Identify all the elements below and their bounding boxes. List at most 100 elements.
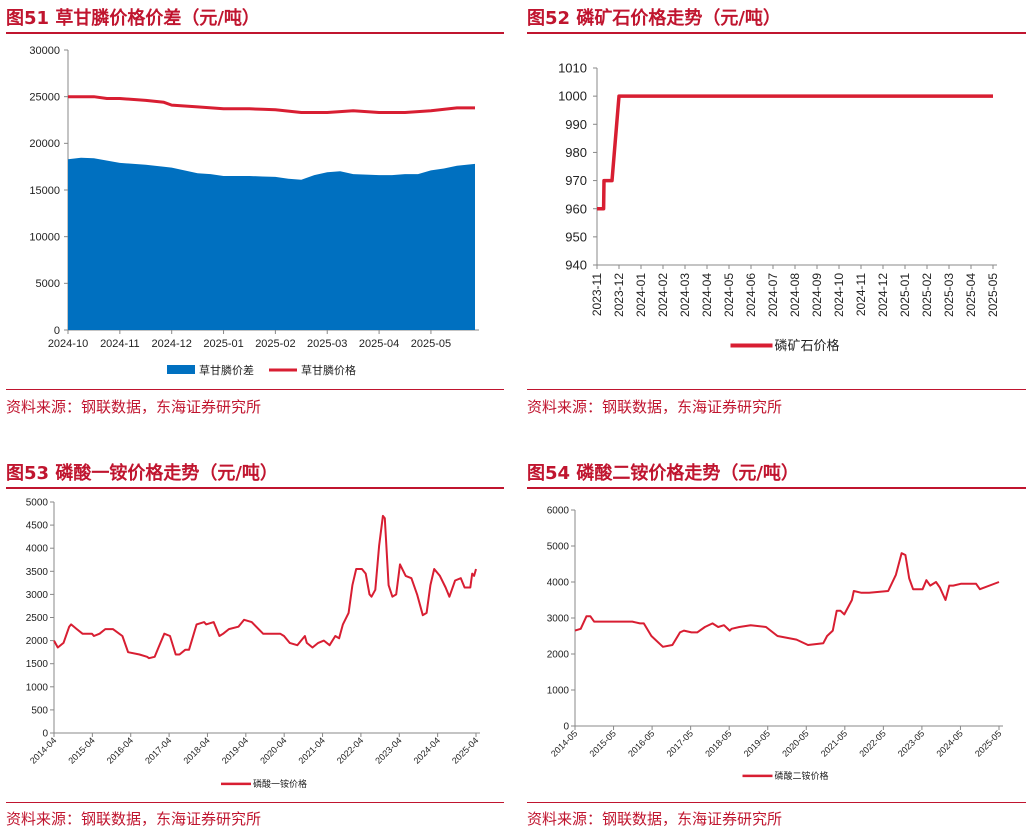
y-tick-label: 25000: [29, 92, 60, 104]
source-rule: [6, 802, 504, 803]
x-tick-label: 2025-02: [255, 338, 295, 350]
title-rule: [6, 487, 504, 489]
y-tick-label: 1000: [558, 89, 587, 104]
source-rule: [527, 389, 1026, 390]
source-note-54: 资料来源：钢联数据，东海证券研究所: [527, 810, 783, 828]
x-tick-label: 2025-01: [898, 273, 912, 317]
title-rule: [6, 32, 504, 34]
y-tick-label: 5000: [547, 542, 570, 553]
x-tick-label: 2024-08: [788, 273, 802, 317]
x-tick-label: 2023-04: [373, 735, 403, 765]
x-tick-label: 2024-02: [656, 273, 670, 317]
x-tick-label: 2021-04: [297, 735, 327, 765]
y-tick-label: 0: [54, 325, 60, 337]
y-tick-label: 1000: [26, 682, 49, 693]
x-tick-label: 2016-04: [105, 735, 135, 765]
x-tick-label: 2024-05: [934, 728, 964, 758]
x-tick-label: 2023-12: [612, 273, 626, 317]
y-tick-label: 940: [565, 258, 587, 273]
y-tick-label: 5000: [26, 498, 49, 509]
x-tick-label: 2018-05: [703, 728, 733, 758]
x-tick-label: 2024-12: [876, 273, 890, 317]
legend-label: 磷矿石价格: [775, 338, 840, 353]
chart-title-51: 图51 草甘膦价格价差（元/吨）: [6, 8, 260, 29]
y-tick-label: 3500: [26, 567, 49, 578]
chart-panel-53: 图53 磷酸一铵价格走势（元/吨） 0 500 1000 1500 2000 2500 30…: [6, 459, 504, 831]
y-tick-label: 20000: [29, 138, 60, 150]
legend-label: 磷酸二铵价格: [775, 770, 829, 781]
x-tick-label: 2014-04: [28, 735, 58, 765]
x-tick-label: 2017-05: [665, 728, 695, 758]
y-tick-label: 6000: [547, 506, 570, 517]
source-note-53: 资料来源：钢联数据，东海证券研究所: [6, 810, 262, 828]
x-tick-label: 2025-01: [203, 338, 243, 350]
y-tick-label: 500: [31, 705, 48, 716]
title-rule: [527, 32, 1026, 34]
legend-label: 磷酸一铵价格: [253, 778, 307, 789]
chart-52: 940 950 960 970 980 990 1000 1010 2023-11 2023-12…: [558, 61, 1000, 353]
x-tick-label: 2024-11: [100, 338, 140, 350]
y-tick-label: 980: [565, 145, 587, 160]
y-tick-label: 990: [565, 117, 587, 132]
x-tick-label: 2024-06: [744, 273, 758, 317]
source-rule: [527, 802, 1026, 803]
y-tick-label: 2000: [26, 636, 49, 647]
x-tick-label: 2024-04: [412, 735, 442, 765]
y-tick-label: 950: [565, 229, 587, 244]
x-tick-label: 2025-05: [973, 728, 1003, 758]
chart-title-52: 图52 磷矿石价格走势（元/吨）: [527, 8, 781, 29]
x-tick-label: 2016-05: [626, 728, 656, 758]
x-tick-label: 2024-12: [152, 338, 192, 350]
y-tick-label: 30000: [29, 45, 60, 57]
x-tick-label: 2025-04: [359, 338, 399, 350]
x-tick-label: 2015-05: [588, 728, 618, 758]
chart-panel-51: 图51 草甘膦价格价差（元/吨） 0 5000 10000 15000 20000 250…: [6, 4, 504, 420]
y-tick-label: 2500: [26, 613, 49, 624]
x-tick-label: 2025-05: [411, 338, 451, 350]
chart-panel-54: 图54 磷酸二铵价格走势（元/吨） 0 1000 2000 3000 4000 5000 6…: [527, 459, 1026, 831]
x-tick-label: 2024-10: [832, 273, 846, 317]
x-tick-label: 2020-05: [780, 728, 810, 758]
source-note-52: 资料来源：钢联数据，东海证券研究所: [527, 398, 783, 416]
x-tick-label: 2023-11: [590, 273, 604, 316]
y-tick-label: 4000: [547, 578, 570, 589]
chart-panel-52: 图52 磷矿石价格走势（元/吨） 940 950 960 970 980 990 1000 1…: [527, 4, 1026, 420]
x-tick-label: 2019-04: [220, 735, 250, 765]
x-tick-label: 2025-04: [450, 735, 480, 765]
x-tick-label: 2025-04: [964, 273, 978, 317]
legend-swatch-area: [167, 365, 195, 374]
x-tick-label: 2020-04: [258, 735, 288, 765]
y-tick-label: 10000: [29, 232, 60, 244]
x-tick-label: 2017-04: [143, 735, 173, 765]
x-tick-label: 2015-04: [66, 735, 96, 765]
y-tick-label: 4000: [26, 544, 49, 555]
y-tick-label: 3000: [547, 614, 570, 625]
source-note-51: 资料来源：钢联数据，东海证券研究所: [6, 398, 262, 416]
y-tick-label: 970: [565, 173, 587, 188]
x-tick-label: 2024-03: [678, 273, 692, 317]
title-rule: [527, 487, 1026, 489]
chart-54: 0 1000 2000 3000 4000 5000 6000 2014-05 2015-05 2…: [547, 506, 1004, 782]
x-tick-label: 2025-02: [920, 273, 934, 317]
y-tick-label: 2000: [547, 650, 570, 661]
y-tick-label: 1010: [558, 61, 587, 76]
x-tick-label: 2019-05: [742, 728, 772, 758]
x-tick-label: 2021-05: [819, 728, 849, 758]
series-area-0: [68, 157, 475, 330]
chart-53: 0 500 1000 1500 2000 2500 3000 3500 4000 4500 5000…: [26, 498, 481, 790]
y-tick-label: 0: [42, 729, 48, 740]
y-tick-label: 1500: [26, 659, 49, 670]
legend-label: 草甘膦价格: [301, 363, 356, 377]
y-tick-label: 960: [565, 201, 587, 216]
y-tick-label: 15000: [29, 185, 60, 197]
x-tick-label: 2024-11: [854, 273, 868, 316]
series-line-0: [597, 94, 993, 211]
x-tick-label: 2022-05: [857, 728, 887, 758]
x-tick-label: 2024-09: [810, 273, 824, 317]
y-tick-label: 1000: [547, 686, 570, 697]
chart-51: 0 5000 10000 15000 20000 25000 30000 2024-10 202…: [29, 45, 479, 377]
source-rule: [6, 389, 504, 390]
y-tick-label: 4500: [26, 521, 49, 532]
chart-title-54: 图54 磷酸二铵价格走势（元/吨）: [527, 463, 799, 484]
series-line-0: [53, 514, 477, 660]
